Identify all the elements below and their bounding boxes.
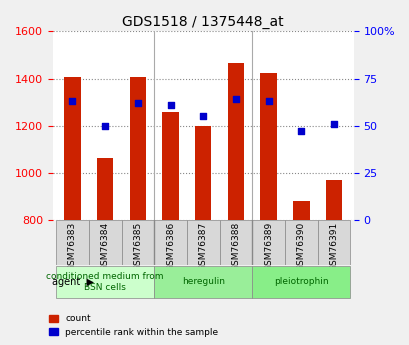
Point [232, 97, 238, 102]
FancyBboxPatch shape [187, 220, 219, 265]
FancyBboxPatch shape [317, 220, 350, 265]
Text: GSM76389: GSM76389 [263, 222, 272, 271]
Text: heregulin: heregulin [181, 277, 224, 286]
Bar [260, 73, 276, 220]
FancyBboxPatch shape [252, 220, 284, 265]
Bar [325, 180, 342, 220]
Bar [162, 112, 178, 220]
Bar [97, 158, 113, 220]
Text: pleiotrophin: pleiotrophin [273, 277, 328, 286]
FancyBboxPatch shape [284, 220, 317, 265]
Point [134, 100, 141, 106]
Point [69, 98, 76, 104]
Text: GSM76388: GSM76388 [231, 222, 240, 271]
Legend: count, percentile rank within the sample: count, percentile rank within the sample [45, 311, 222, 341]
Text: GSM76386: GSM76386 [166, 222, 175, 271]
FancyBboxPatch shape [89, 220, 121, 265]
FancyBboxPatch shape [219, 220, 252, 265]
Text: GSM76387: GSM76387 [198, 222, 207, 271]
Text: agent  ▶: agent ▶ [52, 277, 94, 287]
FancyBboxPatch shape [121, 220, 154, 265]
Bar [195, 126, 211, 220]
Point [101, 123, 108, 128]
FancyBboxPatch shape [56, 220, 89, 265]
Point [297, 128, 304, 134]
Bar [129, 77, 146, 220]
Text: GSM76391: GSM76391 [329, 222, 338, 271]
Point [167, 102, 173, 108]
Title: GDS1518 / 1375448_at: GDS1518 / 1375448_at [122, 15, 283, 29]
FancyBboxPatch shape [252, 266, 350, 298]
FancyBboxPatch shape [154, 266, 252, 298]
Point [200, 114, 206, 119]
Text: GSM76384: GSM76384 [101, 222, 109, 271]
Text: GSM76390: GSM76390 [296, 222, 305, 271]
Text: GSM76385: GSM76385 [133, 222, 142, 271]
Point [265, 98, 271, 104]
Bar [227, 63, 243, 220]
Bar [292, 201, 309, 220]
Text: GSM76383: GSM76383 [68, 222, 77, 271]
Bar [64, 77, 81, 220]
Point [330, 121, 337, 127]
FancyBboxPatch shape [154, 220, 187, 265]
FancyBboxPatch shape [56, 266, 154, 298]
Text: conditioned medium from
BSN cells: conditioned medium from BSN cells [46, 272, 164, 292]
